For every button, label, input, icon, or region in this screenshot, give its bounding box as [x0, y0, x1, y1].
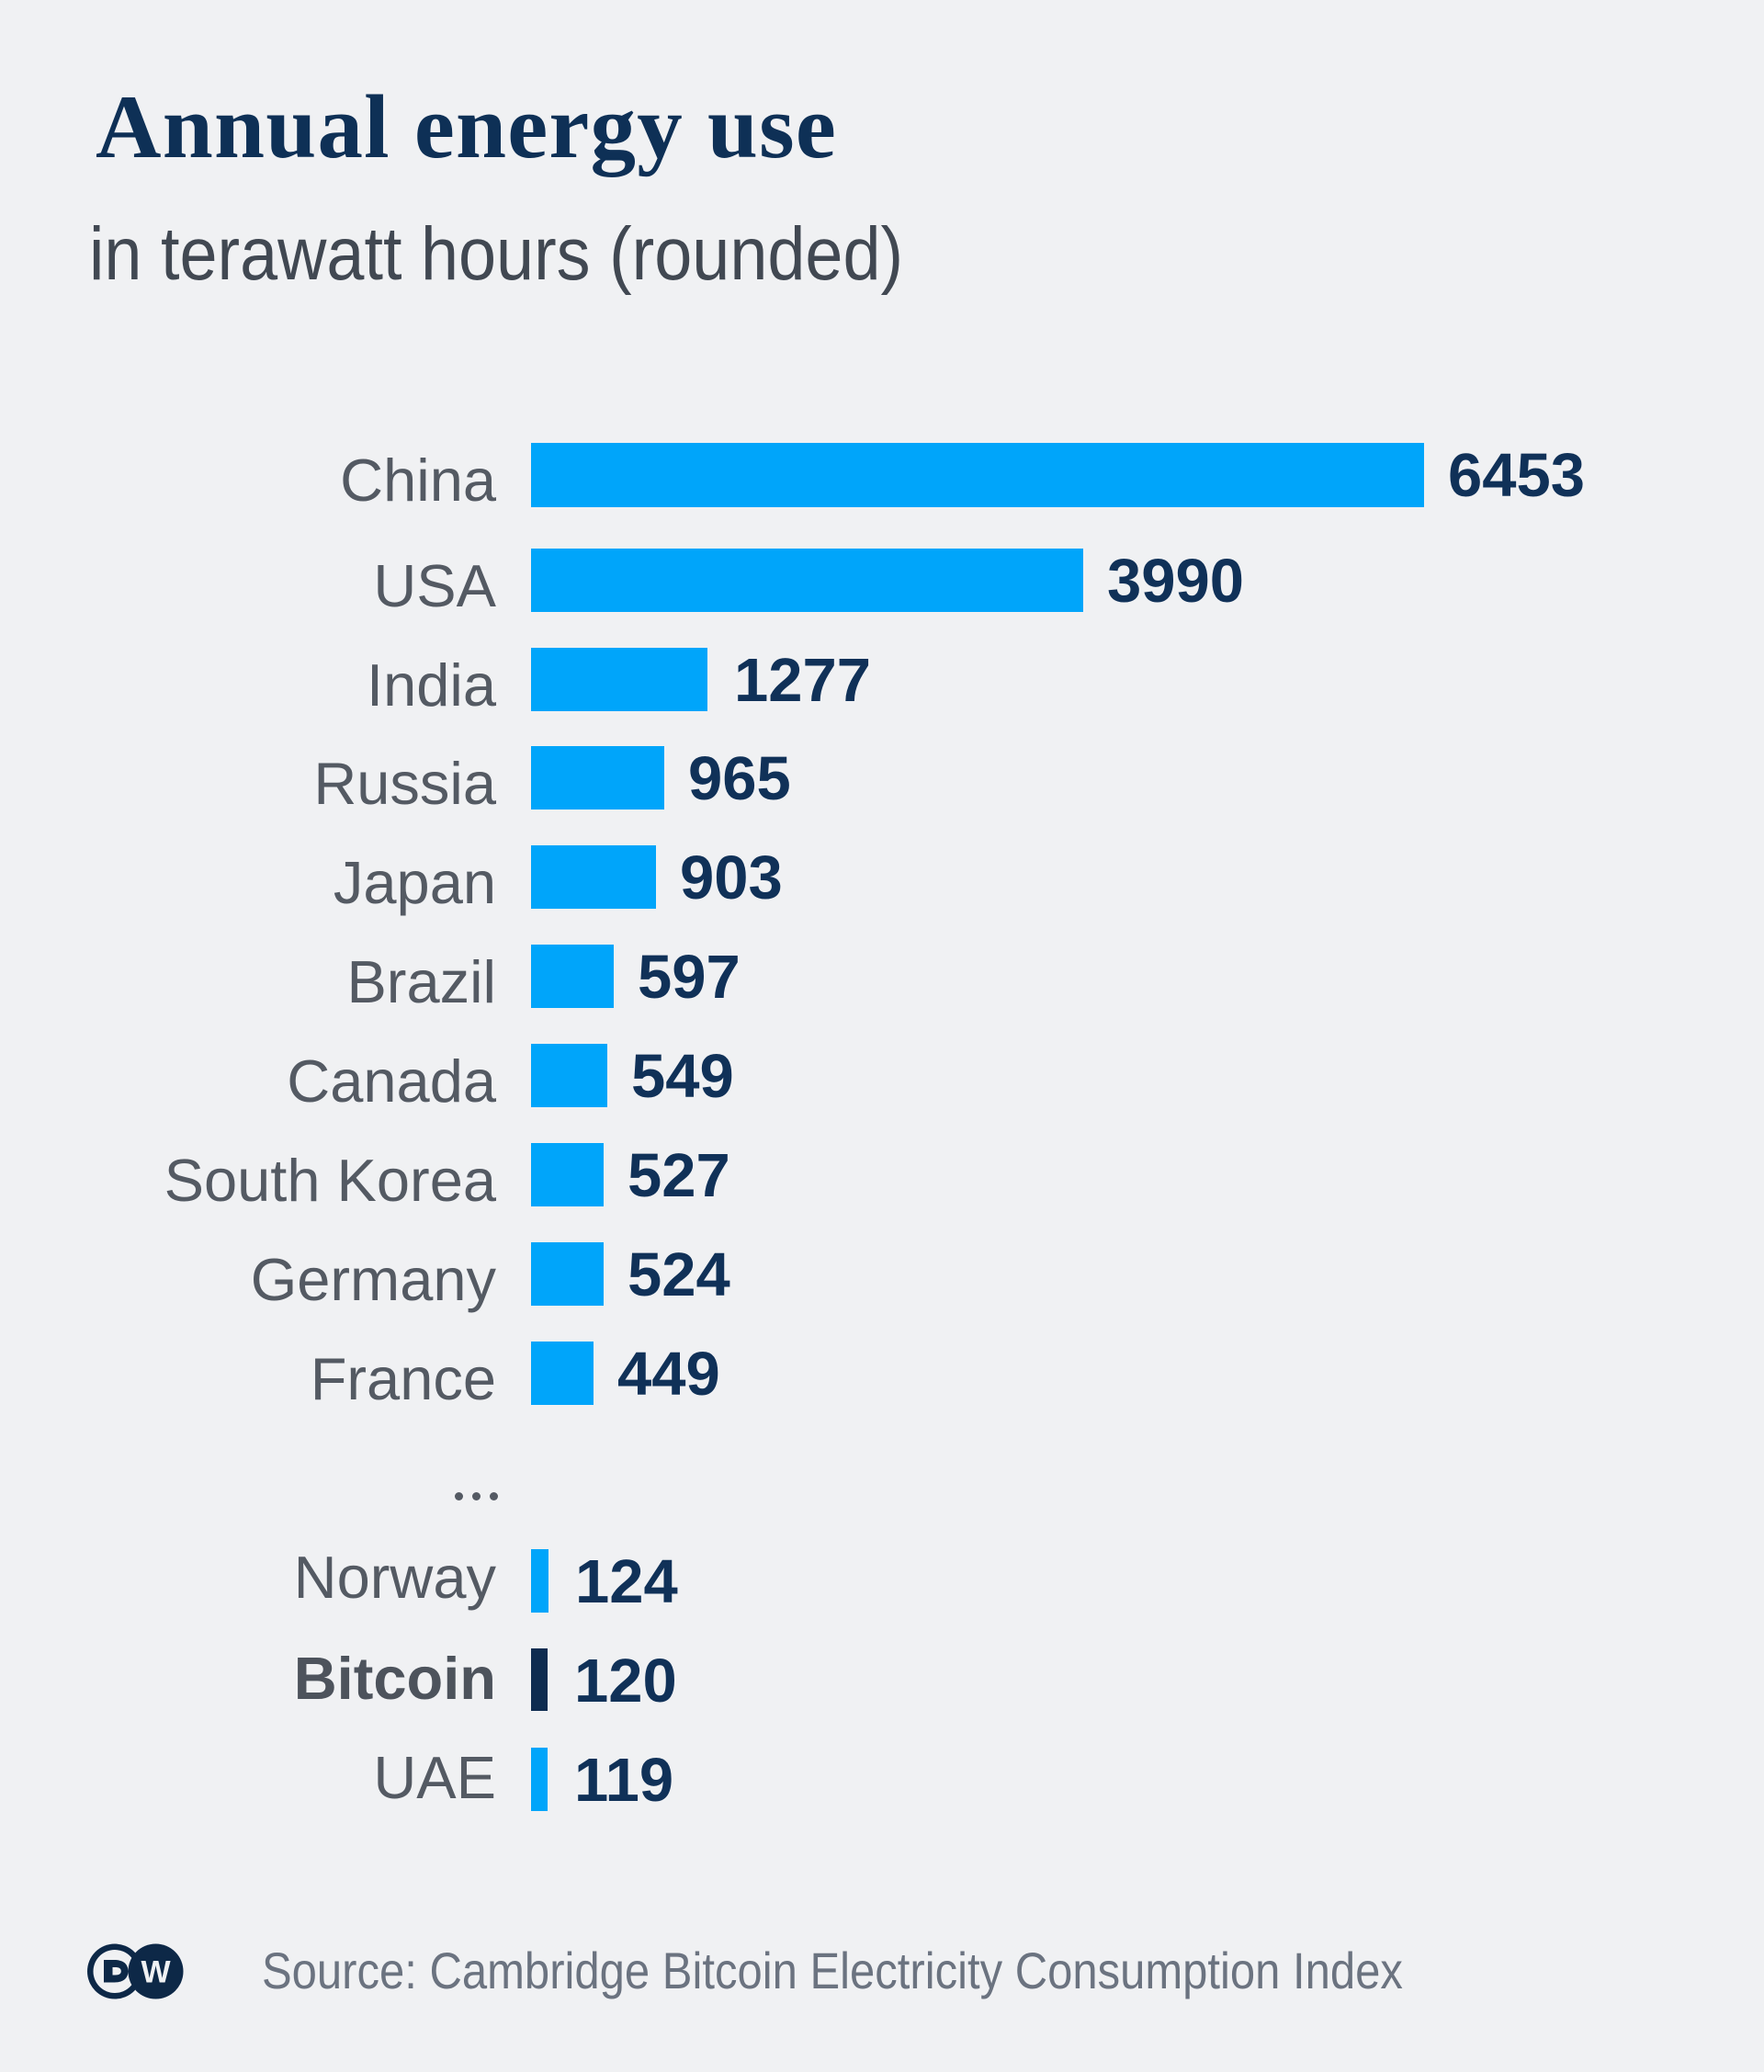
svg-text:W: W [141, 1955, 171, 1990]
